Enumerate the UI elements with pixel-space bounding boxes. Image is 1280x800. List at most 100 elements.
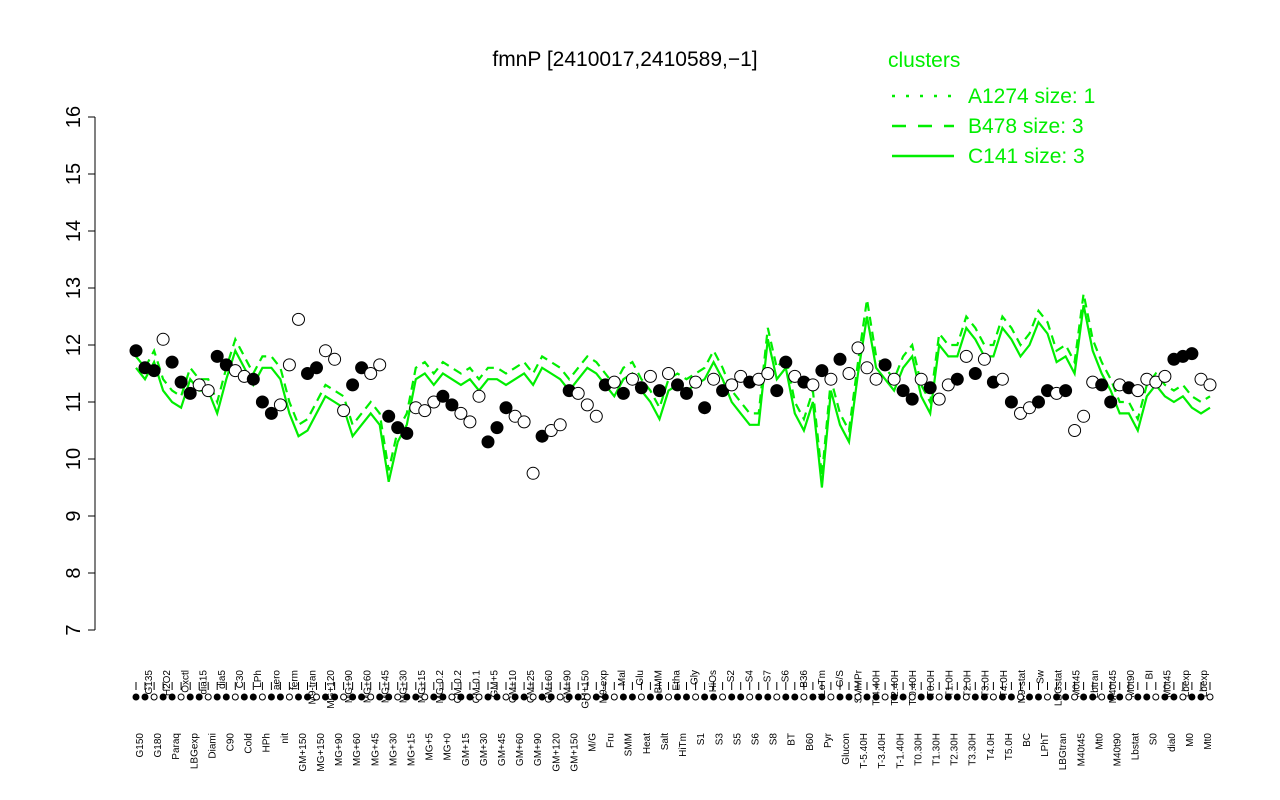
data-point (201, 384, 215, 398)
x-tick-label: GM-0.1 (471, 670, 482, 704)
x-rug-point (547, 693, 555, 701)
x-tick-label: T0.0H (926, 670, 937, 697)
x-rug-point (466, 693, 474, 701)
data-point (905, 392, 919, 406)
data-point (445, 398, 459, 412)
data-point (950, 372, 964, 386)
x-tick-label: T2.0H (963, 670, 974, 697)
x-tick-label: ferm (290, 670, 301, 690)
x-rug-point (971, 693, 979, 701)
x-tick-label: T1.30H (932, 733, 943, 766)
x-rug-point (583, 693, 591, 701)
x-rug-point (944, 693, 952, 701)
x-tick-label: M9-exp (599, 670, 610, 704)
x-rug-point (385, 693, 393, 701)
x-rug-point (421, 693, 429, 701)
x-rug-point (610, 693, 618, 701)
x-tick-label: GM+90 (562, 670, 573, 704)
x-rug-point (701, 693, 709, 701)
x-tick-label: C30 (235, 670, 246, 689)
y-tick-label: 15 (63, 163, 85, 185)
y-tick-label: 7 (63, 624, 85, 635)
x-rug-point (854, 693, 862, 701)
x-axis-ticks (135, 682, 1211, 690)
x-rug-point (665, 693, 672, 701)
x-tick-label: M40t45 (1076, 733, 1087, 767)
x-tick-label: Cold (244, 733, 255, 754)
x-rug-point (276, 693, 284, 701)
x-rug-point (493, 693, 501, 701)
x-tick-label: MG+45 (370, 733, 381, 767)
data-point (671, 378, 684, 392)
x-axis-labels-upper: G135 H2O2 Oxctl dia15 dia5 C30 LPh aero ferm M9-t… (144, 669, 1210, 708)
x-tick-label: Mal (617, 670, 628, 686)
x-rug-point (791, 693, 799, 701)
data-point (968, 367, 982, 380)
x-rug-point (845, 693, 853, 701)
x-tick-label: S0 (1149, 733, 1160, 746)
data-point (436, 389, 450, 403)
x-rug-point (295, 693, 302, 701)
x-rug-point (710, 693, 718, 701)
data-point (779, 355, 793, 369)
x-rug-point (1188, 693, 1196, 701)
data-point (860, 361, 874, 375)
data-point (319, 344, 332, 358)
data-point (932, 392, 946, 406)
data-point (761, 367, 775, 380)
x-rug-point (683, 693, 690, 701)
data-point (1131, 384, 1145, 398)
x-rug-point (195, 693, 203, 701)
x-tick-label: BI (1144, 670, 1155, 679)
x-rug-point (592, 693, 600, 701)
data-point (896, 384, 910, 398)
x-rug-point (782, 693, 790, 701)
data-point (526, 466, 540, 480)
x-tick-label: MG-0.2 (435, 670, 446, 704)
x-tick-label: BC (1022, 733, 1033, 747)
x-tick-label: GM+45 (497, 733, 508, 767)
x-tick-label: T4.0H (986, 733, 997, 760)
x-rug-point (674, 693, 681, 701)
data-point (553, 418, 567, 432)
x-tick-label: MG+150 (316, 733, 327, 772)
x-tick-label: Diami (207, 733, 218, 759)
x-tick-label: S2 (726, 670, 737, 683)
x-tick-label: M9-stat (1017, 670, 1028, 704)
x-rug-point (646, 693, 654, 701)
data-point (246, 372, 260, 386)
y-tick-label: 13 (63, 277, 85, 299)
data-point (833, 352, 847, 366)
x-rug-point (818, 693, 826, 701)
x-tick-label: S7 (762, 670, 773, 683)
x-tick-label: M/G (588, 733, 599, 752)
x-tick-label: T0.30H (913, 733, 924, 766)
x-tick-label: MG+90 (334, 733, 345, 767)
data-point (607, 375, 621, 389)
x-rug-point (1170, 693, 1178, 701)
x-rug-point (890, 693, 898, 701)
x-tick-label: Glucon (841, 733, 852, 765)
x-rug-point (881, 693, 889, 701)
y-axis: 7 8 9 10 11 12 13 14 15 16 (63, 106, 96, 636)
x-axis-labels-lower: G150 G180 Paraq LBGexp Diami C90 Cold HPh nit GM+… (135, 732, 1214, 771)
x-rug-point (439, 693, 447, 701)
x-rug-point (637, 693, 645, 701)
x-rug-point (186, 693, 194, 701)
x-rug-point (231, 693, 239, 701)
x-rug-point (863, 693, 871, 701)
x-rug-point (267, 693, 275, 701)
x-tick-label: MG+30 (399, 670, 410, 704)
x-rug-point (1035, 693, 1042, 701)
data-point (959, 349, 973, 363)
x-rug-point (285, 693, 293, 701)
data-point (481, 435, 495, 449)
x-tick-label: Lbexp (1199, 670, 1210, 698)
x-tick-label: M40t45 (1108, 670, 1119, 704)
x-tick-label: LBGtran (1058, 733, 1069, 770)
x-rug-point (177, 693, 185, 701)
x-tick-label: T2.30H (950, 733, 961, 766)
x-rug-point (917, 693, 925, 701)
x-rug-point (258, 693, 266, 701)
x-rug-point (1044, 693, 1051, 701)
